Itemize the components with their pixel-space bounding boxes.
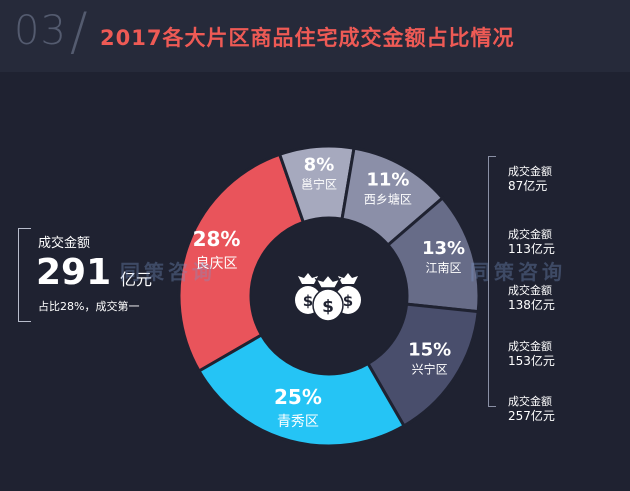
right-tick-5 (488, 406, 496, 407)
right-label-title: 成交金额 (508, 165, 552, 178)
slice-category-label: 良庆区 (196, 256, 238, 272)
page-title: 2017各大片区商品住宅成交金额占比情况 (100, 26, 515, 50)
section-number: 03 (14, 8, 67, 54)
callout-unit: 亿元 (120, 270, 153, 289)
svg-text:$: $ (303, 292, 313, 310)
slice-percent-label: 28% (193, 227, 241, 251)
watermark-left: 同策咨询 (120, 260, 216, 284)
right-label-amount: 87亿元 (508, 179, 548, 193)
right-tick-1 (488, 156, 496, 157)
svg-text:$: $ (343, 292, 353, 310)
header-bar: 03 / 2017各大片区商品住宅成交金额占比情况 (0, 0, 630, 72)
right-label-3: 成交金额 138亿元 (508, 284, 555, 312)
watermark-right: 同策咨询 (470, 260, 566, 284)
right-bracket-line (488, 156, 489, 406)
right-label-amount: 113亿元 (508, 242, 555, 256)
right-label-title: 成交金额 (508, 284, 552, 297)
slice-category-label: 江南区 (426, 260, 462, 275)
callout-bracket (18, 228, 31, 322)
right-label-title: 成交金额 (508, 395, 552, 408)
slice-category-label: 邕宁区 (301, 176, 337, 191)
right-label-title: 成交金额 (508, 228, 552, 241)
slice-category-label: 兴宁区 (412, 361, 448, 376)
right-label-5: 成交金额 257亿元 (508, 395, 555, 423)
slice-percent-label: 25% (274, 385, 322, 409)
svg-text:$: $ (322, 297, 334, 317)
slice-percent-label: 8% (304, 154, 335, 175)
section-slash: / (70, 2, 88, 62)
slice-percent-label: 15% (408, 339, 451, 360)
right-label-title: 成交金额 (508, 340, 552, 353)
right-label-1: 成交金额 87亿元 (508, 165, 552, 193)
slice-percent-label: 13% (422, 238, 465, 259)
callout-note: 占比28%，成交第一 (38, 300, 140, 313)
right-label-amount: 257亿元 (508, 409, 555, 423)
right-label-amount: 138亿元 (508, 298, 555, 312)
right-label-2: 成交金额 113亿元 (508, 228, 555, 256)
callout-label: 成交金额 (38, 236, 91, 251)
slice-category-label: 西乡塘区 (364, 191, 412, 206)
money-bags-icon: $ $ $ (295, 273, 361, 322)
right-label-amount: 153亿元 (508, 354, 555, 368)
callout-value: 291 (36, 252, 112, 293)
right-label-4: 成交金额 153亿元 (508, 340, 555, 368)
slice-category-label: 青秀区 (277, 414, 319, 430)
slice-percent-label: 11% (366, 169, 409, 190)
